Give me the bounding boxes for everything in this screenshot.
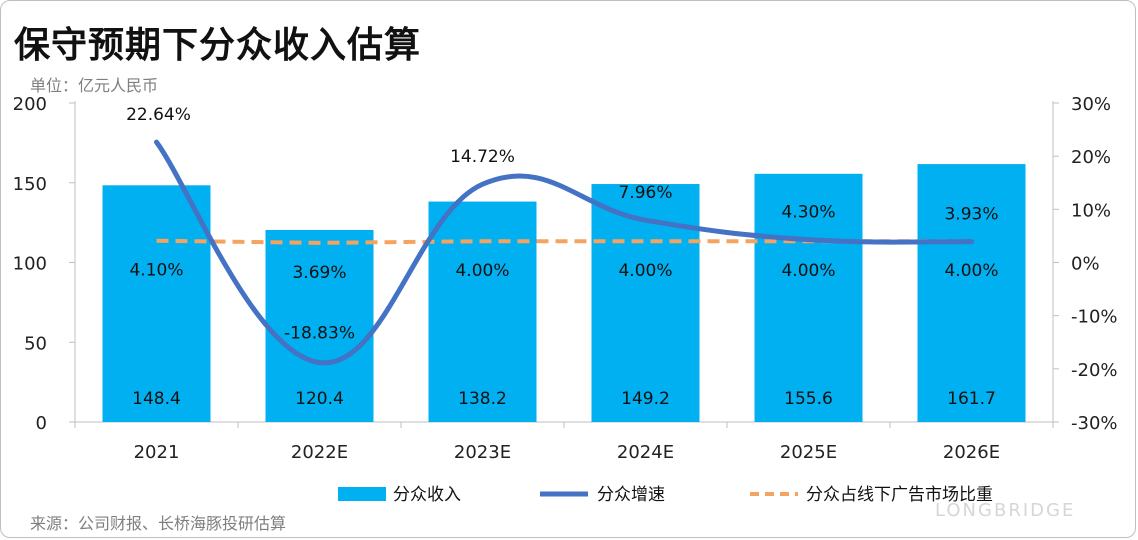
axes: 0 50 100 150 200 -30% -20% -10% 0% 10% 20% 30% 2021 2… [13,94,1118,463]
share-value-label: 4.00% [455,261,509,281]
brand-watermark: LONGBRIDGE [935,500,1076,521]
right-tick-label: -20% [1071,360,1118,381]
x-tick-label: 2022E [291,442,348,463]
growth-line-series [154,139,974,366]
legend: 分众收入 分众增速 分众占线下广告市场比重 [338,485,993,505]
bar-2023E [428,201,537,422]
right-tick-label: 30% [1071,94,1111,115]
bar-2025E [754,173,863,422]
growth-value-label: 14.72% [450,147,515,167]
unit-label: 单位：亿元人民币 [30,76,159,95]
growth-value-label: 22.64% [126,105,191,125]
bar-value-label: 155.6 [784,389,833,409]
legend-label-share: 分众占线下广告市场比重 [806,485,993,505]
x-tick-label: 2024E [617,442,674,463]
share-line [156,238,972,245]
bar-value-label: 120.4 [295,389,344,409]
share-value-label: 4.00% [944,261,998,281]
right-tick-label: -10% [1071,307,1118,328]
bar-value-label: 148.4 [132,389,181,409]
share-line-series [156,238,972,245]
x-tick-label: 2025E [780,442,837,463]
legend-label-bars: 分众收入 [393,485,461,505]
left-tick-label: 100 [13,254,47,275]
bar-value-label: 138.2 [458,389,507,409]
share-value-label: 4.00% [618,261,672,281]
x-tick-label: 2021 [134,442,180,463]
x-tick-label: 2026E [943,442,1000,463]
right-tick-label: 20% [1071,147,1111,168]
bar-value-label: 149.2 [621,389,670,409]
growth-value-label: 7.96% [618,183,672,203]
left-tick-label: 200 [13,94,47,115]
right-tick-label: -30% [1071,413,1118,434]
growth-value-label: -18.83% [284,324,355,344]
share-value-label: 3.69% [292,263,346,283]
right-tick-label: 0% [1071,254,1100,275]
growth-value-label: 4.30% [781,203,835,223]
bar-value-label: 161.7 [947,389,996,409]
growth-value-label: 3.93% [944,205,998,225]
bar-2026E [917,164,1026,422]
data-labels: 148.4 120.4 138.2 149.2 155.6 161.7 4.10% 3.69%… [126,105,998,409]
bar-series [102,164,1026,422]
legend-swatch-bars [338,487,386,501]
left-tick-label: 0 [36,413,47,434]
share-value-label: 4.10% [129,261,183,281]
bar-2022E [265,229,374,422]
legend-label-growth: 分众增速 [597,485,665,505]
left-tick-label: 150 [13,174,47,195]
left-tick-label: 50 [24,333,47,354]
share-value-label: 4.00% [781,261,835,281]
growth-line [154,139,974,366]
source-note: 来源：公司财报、长桥海豚投研估算 [30,514,287,533]
bar-2021 [102,185,211,422]
right-tick-label: 10% [1071,200,1111,221]
x-tick-label: 2023E [454,442,511,463]
chart-title: 保守预期下分众收入估算 [14,25,422,66]
